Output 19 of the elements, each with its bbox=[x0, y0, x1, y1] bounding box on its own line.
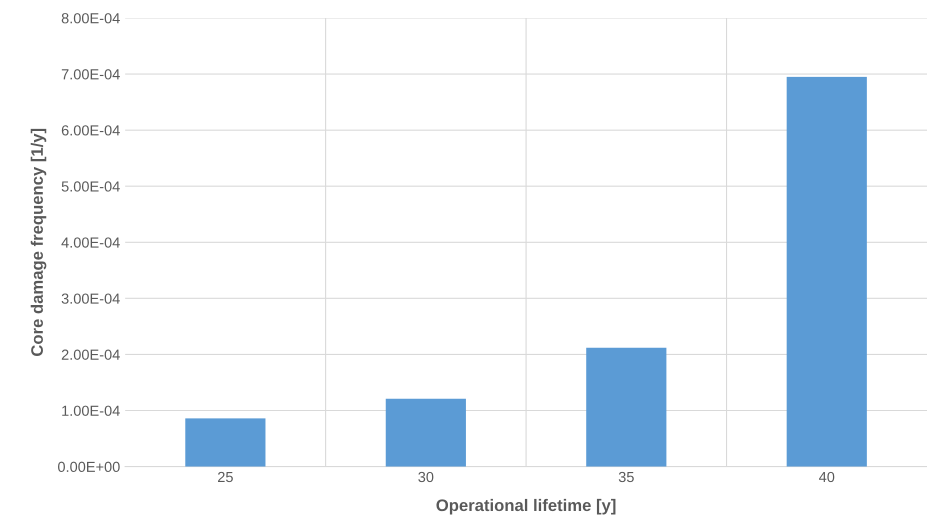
x-tick-label: 25 bbox=[218, 472, 233, 482]
x-tick-label: 30 bbox=[418, 472, 434, 482]
x-tick-label: 40 bbox=[818, 472, 834, 482]
bar bbox=[185, 418, 266, 467]
y-tick-label: 1.00E-04 bbox=[62, 406, 120, 416]
y-tick-label: 2.00E-04 bbox=[62, 350, 120, 360]
bar bbox=[386, 398, 466, 467]
y-axis-title: Core damage frequency [1/y] bbox=[30, 128, 46, 356]
y-tick-label: 8.00E-04 bbox=[62, 13, 120, 24]
bar bbox=[586, 348, 666, 467]
x-tick-label: 35 bbox=[618, 472, 634, 482]
y-tick-label: 6.00E-04 bbox=[62, 125, 120, 136]
x-axis-title: Operational lifetime [y] bbox=[436, 498, 616, 514]
bar bbox=[786, 76, 867, 467]
y-tick-label: 5.00E-04 bbox=[62, 181, 120, 192]
y-tick-label: 7.00E-04 bbox=[62, 69, 120, 80]
y-tick-label: 4.00E-04 bbox=[61, 237, 120, 248]
y-tick-label: 3.00E-04 bbox=[62, 293, 120, 304]
y-tick-label: 0.00E+00 bbox=[58, 462, 120, 472]
